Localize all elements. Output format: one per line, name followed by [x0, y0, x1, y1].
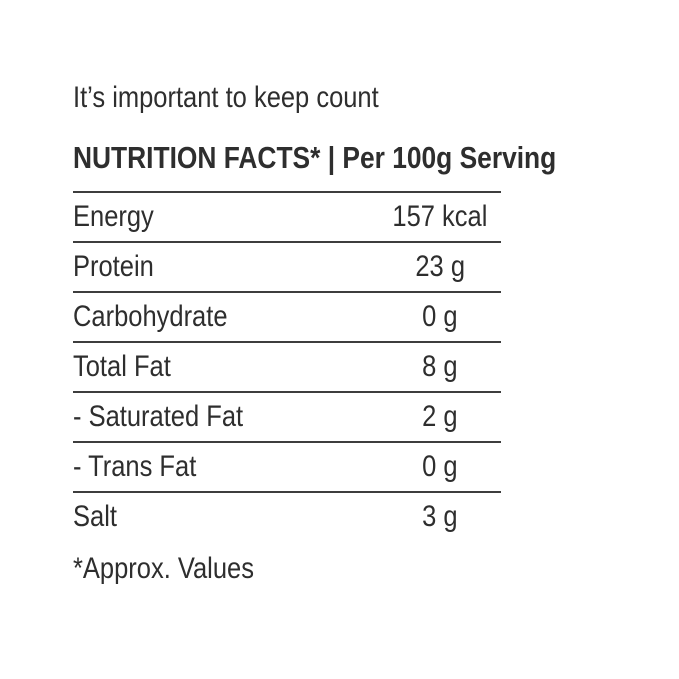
- nutrient-name: - Trans Fat: [73, 450, 379, 484]
- nutrient-value: 8 g: [379, 350, 501, 384]
- table-row: Protein 23 g: [73, 241, 501, 291]
- table-row: Total Fat 8 g: [73, 341, 501, 391]
- nutrient-name-text: - Trans Fat: [73, 450, 197, 483]
- tagline-text: It’s important to keep count: [73, 81, 379, 114]
- nutrient-value-text: 0 g: [422, 450, 458, 483]
- nutrient-value: 0 g: [379, 300, 501, 334]
- approx-values-note: *Approx. Values: [73, 554, 501, 584]
- nutrition-table: Energy 157 kcal Protein 23 g Carbohydrat…: [73, 191, 501, 541]
- nutrient-value-text: 23 g: [415, 250, 465, 283]
- nutrient-name: - Saturated Fat: [73, 400, 379, 434]
- nutrient-value-text: 157 kcal: [392, 200, 488, 233]
- nutrient-value: 2 g: [379, 400, 501, 434]
- table-row: - Trans Fat 0 g: [73, 441, 501, 491]
- nutrient-name-text: Salt: [73, 500, 117, 533]
- nutrition-facts-title-text: NUTRITION FACTS* | Per 100g Serving: [73, 140, 557, 175]
- table-row: - Saturated Fat 2 g: [73, 391, 501, 441]
- nutrient-name: Protein: [73, 250, 379, 284]
- nutrient-value: 3 g: [379, 500, 501, 534]
- nutrient-value: 23 g: [379, 250, 501, 284]
- nutrition-facts-title: NUTRITION FACTS* | Per 100g Serving: [73, 142, 556, 173]
- nutrient-name-text: - Saturated Fat: [73, 400, 244, 433]
- nutrient-name: Salt: [73, 500, 379, 534]
- table-row: Salt 3 g: [73, 491, 501, 541]
- table-row: Carbohydrate 0 g: [73, 291, 501, 341]
- nutrient-value-text: 3 g: [422, 500, 458, 533]
- nutrient-value: 157 kcal: [379, 200, 501, 234]
- approx-values-note-text: *Approx. Values: [73, 552, 254, 585]
- nutrient-name-text: Carbohydrate: [73, 300, 228, 333]
- nutrient-name-text: Total Fat: [73, 350, 171, 383]
- nutrient-value-text: 0 g: [422, 300, 458, 333]
- nutrient-name: Carbohydrate: [73, 300, 379, 334]
- nutrition-label-card: It’s important to keep count NUTRITION F…: [73, 83, 556, 584]
- nutrient-value-text: 8 g: [422, 350, 458, 383]
- tagline: It’s important to keep count: [73, 83, 501, 113]
- nutrient-name-text: Protein: [73, 250, 154, 283]
- nutrient-name-text: Energy: [73, 200, 154, 233]
- nutrient-value: 0 g: [379, 450, 501, 484]
- nutrient-value-text: 2 g: [422, 400, 458, 433]
- nutrient-name: Total Fat: [73, 350, 379, 384]
- nutrient-name: Energy: [73, 200, 379, 234]
- table-row: Energy 157 kcal: [73, 191, 501, 241]
